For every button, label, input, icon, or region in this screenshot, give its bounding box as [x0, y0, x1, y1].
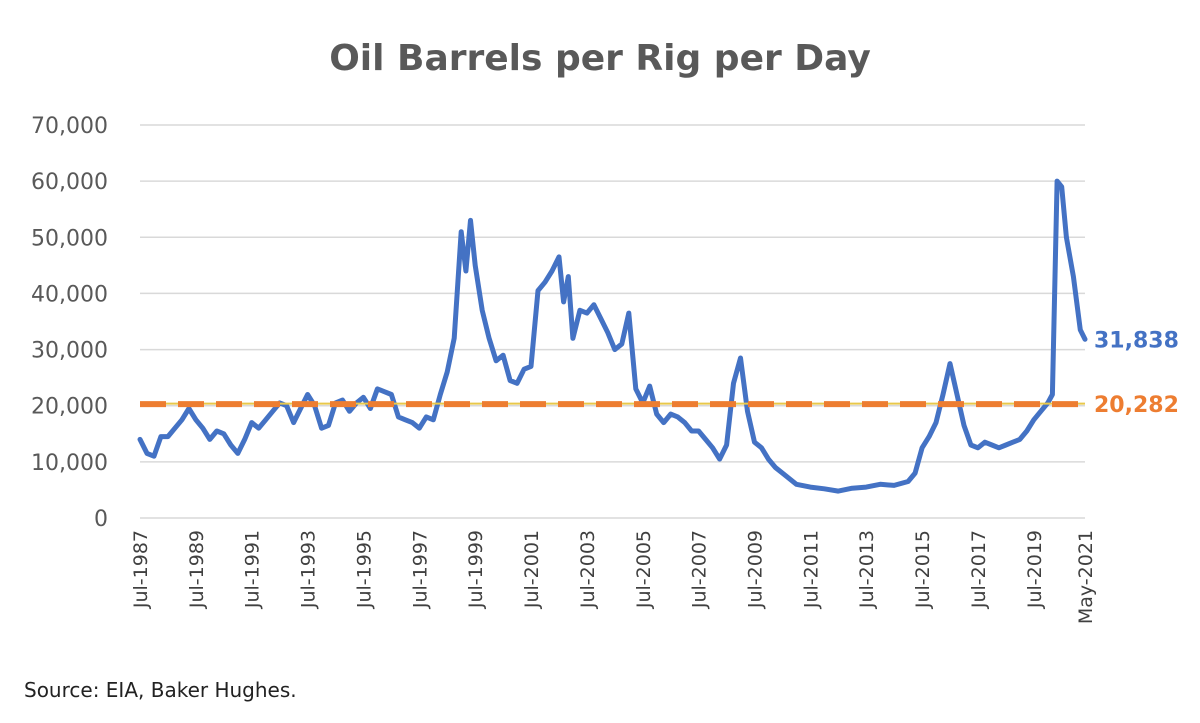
- x-tick-label: Jul-1989: [186, 530, 208, 609]
- x-tick-label: Jul-1999: [465, 530, 487, 609]
- x-tick-label: Jul-1993: [298, 530, 320, 609]
- x-tick-label: Jul-2011: [800, 530, 822, 609]
- x-axis: Jul-1987 Jul-1989 Jul-1991 Jul-1993 Jul-1995…: [130, 530, 1097, 624]
- gridlines: [140, 124, 1085, 519]
- x-tick-label: Jul-1997: [409, 530, 431, 609]
- y-tick-label: 10,000: [31, 451, 108, 476]
- x-tick-label: Jul-2001: [521, 530, 543, 609]
- y-axis: 0 10,000 20,000 30,000 40,000 50,000 60,000 70,…: [31, 114, 108, 532]
- y-tick-label: 40,000: [31, 282, 108, 307]
- plot-area: [137, 178, 1088, 494]
- source-note: Source: EIA, Baker Hughes.: [24, 678, 297, 702]
- series-line: [137, 178, 1088, 494]
- y-tick-label: 20,000: [31, 395, 108, 420]
- x-tick-label: Jul-2005: [633, 530, 655, 609]
- chart-title: Oil Barrels per Rig per Day: [329, 38, 871, 79]
- end-labels: 31,838 20,282: [1094, 328, 1179, 418]
- x-tick-label: Jul-1995: [353, 530, 375, 609]
- x-tick-label: Jul-2009: [744, 530, 766, 609]
- series-end-label: 31,838: [1094, 328, 1179, 353]
- x-tick-label: Jul-1991: [242, 530, 264, 609]
- y-tick-label: 0: [94, 507, 108, 532]
- x-tick-label: Jul-2017: [968, 530, 990, 609]
- x-tick-label: Jul-2003: [577, 530, 599, 609]
- y-tick-label: 30,000: [31, 339, 108, 364]
- x-tick-label: Jul-1987: [130, 530, 152, 609]
- x-tick-label: Jul-2007: [689, 530, 711, 609]
- average-end-label: 20,282: [1094, 393, 1179, 418]
- y-tick-label: 60,000: [31, 170, 108, 195]
- y-tick-label: 50,000: [31, 226, 108, 251]
- y-tick-label: 70,000: [31, 114, 108, 139]
- x-tick-label: May-2021: [1075, 530, 1097, 624]
- x-tick-label: Jul-2015: [912, 530, 934, 609]
- x-tick-label: Jul-2013: [856, 530, 878, 609]
- x-tick-label: Jul-2019: [1024, 530, 1046, 609]
